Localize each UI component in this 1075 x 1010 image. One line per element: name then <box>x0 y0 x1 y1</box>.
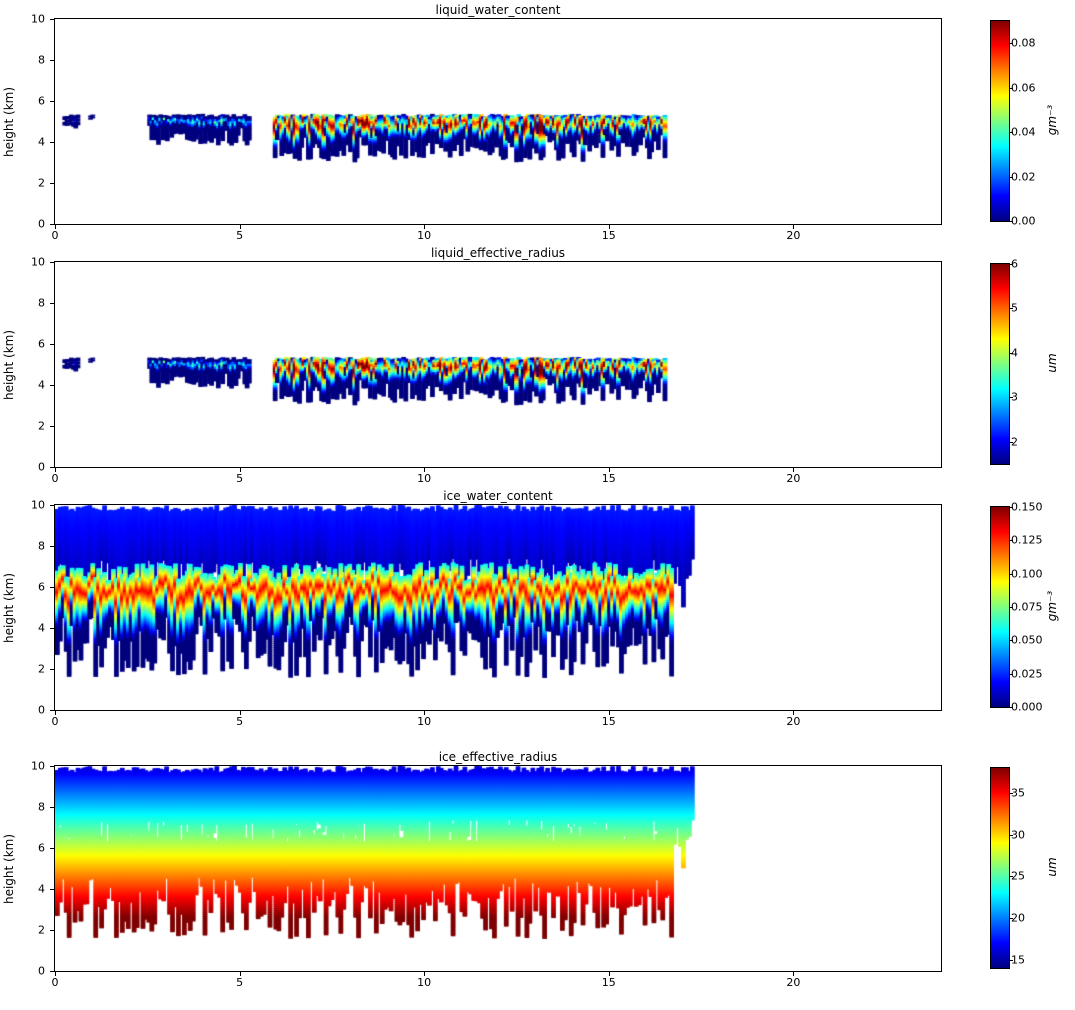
x-tick-label: 10 <box>417 976 431 989</box>
x-tick-label: 20 <box>786 472 800 485</box>
y-tick-label: 10 <box>31 13 45 26</box>
colorbar-tick-label: 25 <box>1011 870 1025 883</box>
x-tick-label: 10 <box>417 715 431 728</box>
y-tick-label: 2 <box>38 177 45 190</box>
y-tick-label: 4 <box>38 379 45 392</box>
colorbar-tick-label: 0.06 <box>1011 81 1036 94</box>
x-tick-label: 15 <box>602 715 616 728</box>
colorbar: 1520253035 <box>990 767 1010 969</box>
colorbar-tick-label: 20 <box>1011 912 1025 925</box>
colorbar-tick-label: 0.075 <box>1011 601 1043 614</box>
colorbar-tick-label: 0.04 <box>1011 126 1036 139</box>
colorbar-tick-label: 0.125 <box>1011 534 1043 547</box>
colorbar-tick-label: 0.100 <box>1011 567 1043 580</box>
colorbar: 0.000.020.040.060.08 <box>990 20 1010 222</box>
x-tick-label: 20 <box>786 229 800 242</box>
plot-area: ice_effective_radiusheight (km)051015200… <box>54 765 942 972</box>
colorbar-label: um <box>1045 353 1059 372</box>
y-tick-label: 8 <box>38 801 45 814</box>
colorbar-tick-label: 3 <box>1011 391 1018 404</box>
colorbar-tick-label: 6 <box>1011 258 1018 271</box>
x-tick-label: 0 <box>52 472 59 485</box>
y-tick-label: 4 <box>38 136 45 149</box>
y-tick-label: 8 <box>38 297 45 310</box>
y-tick-label: 2 <box>38 663 45 676</box>
x-tick-label: 20 <box>786 976 800 989</box>
colorbar-tick-label: 0.08 <box>1011 37 1036 50</box>
y-tick-label: 0 <box>38 218 45 231</box>
x-tick-label: 5 <box>236 472 243 485</box>
panel-title: ice_water_content <box>55 489 941 503</box>
x-tick-label: 0 <box>52 976 59 989</box>
x-tick-label: 0 <box>52 229 59 242</box>
y-tick-label: 6 <box>38 581 45 594</box>
colorbar-tick-label: 0.000 <box>1011 701 1043 714</box>
data-canvas <box>55 262 941 467</box>
x-tick-label: 15 <box>602 472 616 485</box>
colorbar-tick-label: 0.02 <box>1011 170 1036 183</box>
panel-title: ice_effective_radius <box>55 750 941 764</box>
y-tick-label: 10 <box>31 760 45 773</box>
y-tick-label: 10 <box>31 499 45 512</box>
panel-title: liquid_effective_radius <box>55 246 941 260</box>
colorbar-tick-label: 0.050 <box>1011 634 1043 647</box>
plot-area: liquid_water_contentheight (km)051015200… <box>54 18 942 225</box>
y-axis-label: height (km) <box>2 572 16 642</box>
data-canvas <box>55 505 941 710</box>
x-tick-label: 0 <box>52 715 59 728</box>
y-tick-mark <box>50 971 55 972</box>
panel-ier: ice_effective_radiusheight (km)051015200… <box>0 765 1075 1010</box>
colorbar-tick-label: 15 <box>1011 953 1025 966</box>
y-axis-label: height (km) <box>2 833 16 903</box>
y-tick-label: 2 <box>38 420 45 433</box>
colorbar-tick-label: 0.00 <box>1011 215 1036 228</box>
y-tick-label: 0 <box>38 704 45 717</box>
colorbar: 0.0000.0250.0500.0750.1000.1250.150 <box>990 506 1010 708</box>
x-tick-label: 10 <box>417 229 431 242</box>
colorbar-tick-label: 5 <box>1011 302 1018 315</box>
x-tick-label: 20 <box>786 715 800 728</box>
y-tick-label: 2 <box>38 924 45 937</box>
y-tick-label: 8 <box>38 54 45 67</box>
y-axis-label: height (km) <box>2 329 16 399</box>
x-tick-label: 10 <box>417 472 431 485</box>
colorbar-tick-label: 35 <box>1011 787 1025 800</box>
y-tick-mark <box>50 710 55 711</box>
y-tick-label: 4 <box>38 622 45 635</box>
x-tick-label: 5 <box>236 229 243 242</box>
colorbar-label: gm⁻³ <box>1045 105 1059 135</box>
y-tick-mark <box>50 467 55 468</box>
y-tick-label: 0 <box>38 965 45 978</box>
panel-title: liquid_water_content <box>55 3 941 17</box>
colorbar: 23456 <box>990 263 1010 465</box>
y-tick-label: 6 <box>38 95 45 108</box>
colorbar-tick-label: 2 <box>1011 435 1018 448</box>
y-tick-label: 10 <box>31 256 45 269</box>
plot-area: ice_water_contentheight (km)051015200246… <box>54 504 942 711</box>
x-tick-label: 15 <box>602 229 616 242</box>
colorbar-label: um <box>1045 857 1059 876</box>
y-tick-label: 4 <box>38 883 45 896</box>
data-canvas <box>55 19 941 224</box>
panel-lwc: liquid_water_contentheight (km)051015200… <box>0 18 1075 263</box>
colorbar-label: gm⁻³ <box>1045 591 1059 621</box>
plot-area: liquid_effective_radiusheight (km)051015… <box>54 261 942 468</box>
colorbar-tick-label: 4 <box>1011 346 1018 359</box>
y-axis-label: height (km) <box>2 86 16 156</box>
panel-iwc: ice_water_contentheight (km)051015200246… <box>0 504 1075 749</box>
y-tick-label: 8 <box>38 540 45 553</box>
y-tick-label: 6 <box>38 338 45 351</box>
data-canvas <box>55 766 941 971</box>
colorbar-tick-label: 0.150 <box>1011 501 1043 514</box>
y-tick-label: 0 <box>38 461 45 474</box>
y-tick-label: 6 <box>38 842 45 855</box>
y-tick-mark <box>50 224 55 225</box>
colorbar-tick-label: 30 <box>1011 828 1025 841</box>
x-tick-label: 15 <box>602 976 616 989</box>
panel-ler: liquid_effective_radiusheight (km)051015… <box>0 261 1075 506</box>
x-tick-label: 5 <box>236 715 243 728</box>
x-tick-label: 5 <box>236 976 243 989</box>
colorbar-tick-label: 0.025 <box>1011 667 1043 680</box>
